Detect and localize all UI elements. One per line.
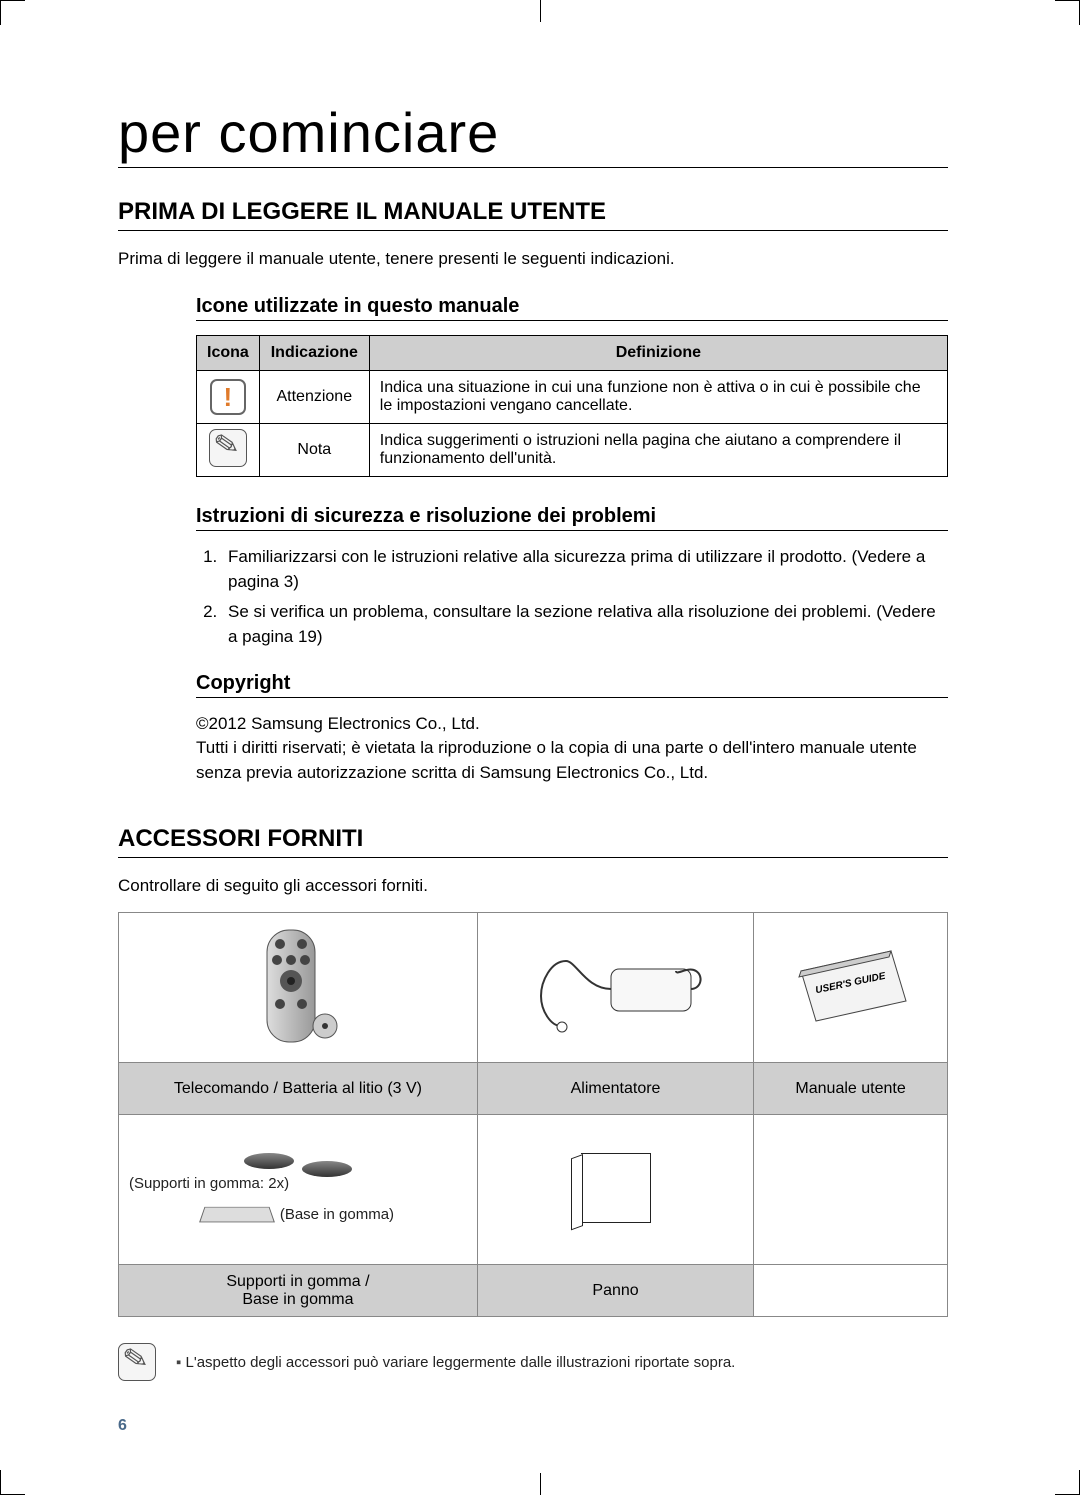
section1-heading: PRIMA DI LEGGERE IL MANUALE UTENTE [118,198,948,231]
crop-mark [540,0,541,22]
accessories-intro: Controllare di seguito gli accessori for… [118,876,948,896]
list-item: Familiarizzarsi con le istruzioni relati… [222,545,948,594]
crop-mark [1055,0,1080,25]
acc-label-remote: Telecomando / Batteria al litio (3 V) [119,1063,478,1115]
acc-label-manual: Manuale utente [754,1063,948,1115]
cloth-image-cell [477,1115,753,1265]
list-item: Se si verifica un problema, consultare l… [222,600,948,649]
rubber-base-icon [199,1207,275,1223]
crop-mark [0,1470,25,1495]
rubber-base-label: (Base in gomma) [280,1206,394,1223]
accessories-heading: ACCESSORI FORNITI [118,825,948,858]
safety-heading: Istruzioni di sicurezza e risoluzione de… [196,505,948,531]
manual-icon: USER'S GUIDE [781,941,921,1031]
table-row: Nota Indica suggerimenti o istruzioni ne… [197,424,948,477]
copyright-heading: Copyright [196,672,948,698]
adapter-image-cell [477,913,753,1063]
manual-image-cell: USER'S GUIDE [754,913,948,1063]
icons-heading: Icone utilizzate in questo manuale [196,295,948,321]
empty-cell [754,1265,948,1317]
rubber-feet-qty: (Supporti in gomma: 2x) [119,1175,477,1192]
empty-cell [754,1115,948,1265]
row-def: Indica una situazione in cui una funzion… [369,371,947,424]
adapter-icon [516,931,716,1041]
rubber-foot-icon [244,1153,294,1169]
row-label: Attenzione [259,371,369,424]
safety-list: Familiarizzarsi con le istruzioni relati… [196,545,948,650]
remote-icon [253,926,343,1046]
acc-label-cloth: Panno [477,1265,753,1317]
footer-note-text: L'aspetto degli accessori può variare le… [176,1354,735,1371]
caution-icon: ! [210,379,246,415]
note-icon [209,429,247,467]
page-number: 6 [118,1417,127,1435]
row-label: Nota [259,424,369,477]
icons-table: Icona Indicazione Definizione ! Attenzio… [196,335,948,477]
accessories-table: USER'S GUIDE Telecomando / Batteria al l… [118,912,948,1317]
copyright-line2: Tutti i diritti riservati; è vietata la … [196,736,948,785]
acc-label-rubber: Supporti in gomma / Base in gomma [119,1265,478,1317]
table-row: ! Attenzione Indica una situazione in cu… [197,371,948,424]
page-title: per cominciare [118,100,948,168]
cloth-icon [581,1153,651,1223]
rubber-image-cell: (Supporti in gomma: 2x) (Base in gomma) [119,1115,478,1265]
th-icon: Icona [197,336,260,371]
remote-image-cell [119,913,478,1063]
acc-label-adapter: Alimentatore [477,1063,753,1115]
th-label: Indicazione [259,336,369,371]
note-icon [118,1343,156,1381]
th-def: Definizione [369,336,947,371]
crop-mark [1055,1470,1080,1495]
section1-intro: Prima di leggere il manuale utente, tene… [118,249,948,269]
crop-mark [540,1473,541,1495]
rubber-foot-icon [302,1161,352,1177]
row-def: Indica suggerimenti o istruzioni nella p… [369,424,947,477]
crop-mark [0,0,25,25]
copyright-line1: ©2012 Samsung Electronics Co., Ltd. [196,712,948,737]
